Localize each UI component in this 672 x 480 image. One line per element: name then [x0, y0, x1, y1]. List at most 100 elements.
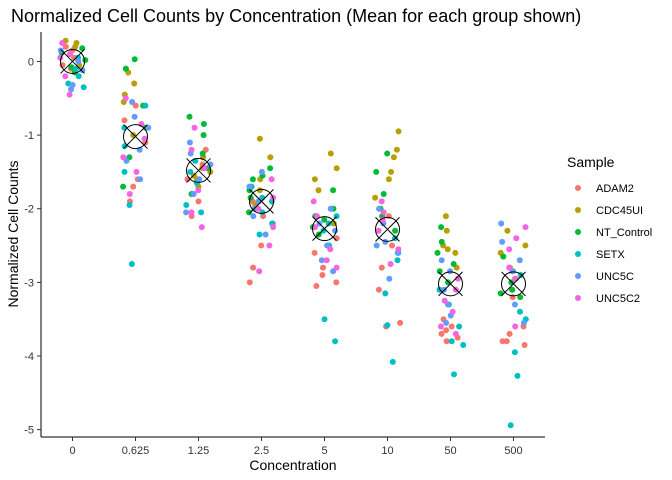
data-point: [506, 246, 513, 253]
data-point: [380, 209, 387, 216]
data-point: [256, 135, 263, 142]
data-point: [498, 220, 505, 227]
x-tick-label: 1.25: [188, 445, 209, 457]
y-tick-label: -2: [24, 204, 34, 216]
data-point: [121, 168, 128, 175]
data-point: [442, 213, 449, 220]
mean-cross-line: [375, 216, 400, 242]
legend-title: Sample: [567, 154, 615, 170]
data-point: [325, 220, 332, 227]
data-point: [199, 150, 206, 157]
data-point: [121, 143, 128, 150]
data-point: [327, 246, 334, 253]
data-point: [190, 191, 197, 197]
data-point: [186, 113, 193, 120]
data-point: [452, 330, 459, 337]
x-tick-label: 5: [321, 445, 327, 457]
data-point: [384, 322, 391, 329]
data-point: [131, 113, 138, 120]
data-point: [267, 154, 274, 161]
data-point: [320, 227, 327, 234]
data-point: [389, 242, 395, 249]
data-point: [522, 224, 529, 231]
data-point: [506, 264, 513, 271]
data-point: [382, 238, 389, 245]
x-tick-label: 0.625: [122, 445, 150, 457]
x-axis-ticks: 0 0.625 1.25 2.5 5 10 50 500: [69, 437, 523, 457]
data-point: [126, 202, 133, 208]
data-point: [511, 301, 518, 308]
legend-label: CDC45UI: [596, 205, 643, 217]
data-point: [207, 161, 214, 168]
chart-title: Normalized Cell Counts by Concentration …: [11, 6, 581, 26]
data-point: [246, 183, 253, 190]
data-point: [438, 238, 445, 245]
data-point: [129, 99, 136, 105]
data-point: [372, 194, 379, 201]
y-axis-title: Normalized Cell Counts: [5, 160, 21, 307]
y-tick-label: 0: [28, 56, 34, 68]
data-point: [183, 202, 190, 208]
data-point: [513, 235, 520, 242]
data-point: [255, 205, 262, 212]
data-point: [441, 297, 448, 304]
data-point: [320, 264, 326, 271]
data-point: [319, 272, 326, 278]
data-point: [187, 168, 194, 175]
data-point: [310, 198, 317, 205]
data-point: [196, 176, 203, 183]
mean-cross-line: [312, 216, 337, 241]
data-point: [133, 168, 140, 175]
mean-cross-line: [249, 189, 274, 214]
series-nt-control: [58, 45, 524, 301]
data-point: [393, 146, 400, 153]
data-point: [145, 124, 152, 131]
data-point: [258, 168, 265, 175]
data-point: [389, 358, 396, 365]
legend-label: NT_Control: [596, 227, 652, 239]
data-point: [122, 95, 129, 102]
mean-marker: [186, 157, 211, 183]
data-point: [312, 224, 318, 231]
data-point: [333, 264, 340, 271]
data-point: [380, 191, 387, 197]
data-point: [246, 279, 253, 286]
series-cdc45ui: [62, 37, 529, 293]
data-point: [256, 268, 263, 275]
data-point: [507, 422, 514, 429]
legend: Sample ADAM2 CDC45UI NT_Control SETX UNC5C UN…: [567, 154, 652, 305]
mean-circle: [501, 271, 526, 297]
data-point: [516, 257, 523, 264]
data-point: [258, 242, 265, 249]
data-point: [438, 257, 445, 264]
data-point: [247, 194, 254, 201]
x-tick-label: 0: [69, 445, 75, 457]
data-point: [379, 216, 386, 223]
mean-marker: [501, 271, 526, 297]
data-point: [443, 319, 450, 326]
y-axis-ticks: 0 -1 -2 -3 -4 -5: [24, 56, 41, 437]
mean-circle: [186, 157, 211, 183]
data-point: [126, 191, 133, 197]
data-point: [141, 135, 148, 142]
data-point: [517, 294, 524, 301]
mean-circle: [123, 124, 148, 150]
data-point: [499, 238, 506, 245]
data-point: [250, 213, 257, 220]
mean-marker: [123, 124, 148, 150]
data-point: [67, 51, 73, 58]
data-point: [395, 246, 402, 253]
data-point: [438, 330, 445, 337]
data-point: [436, 268, 443, 275]
data-point: [142, 102, 149, 109]
data-point: [267, 165, 274, 172]
data-point: [73, 40, 80, 46]
legend-swatch: [575, 229, 581, 235]
data-point: [315, 187, 322, 194]
data-point: [128, 261, 135, 267]
data-point: [131, 56, 138, 63]
data-point: [249, 176, 256, 183]
y-tick-label: -4: [24, 351, 34, 363]
data-point: [332, 338, 339, 345]
data-point: [321, 216, 328, 223]
